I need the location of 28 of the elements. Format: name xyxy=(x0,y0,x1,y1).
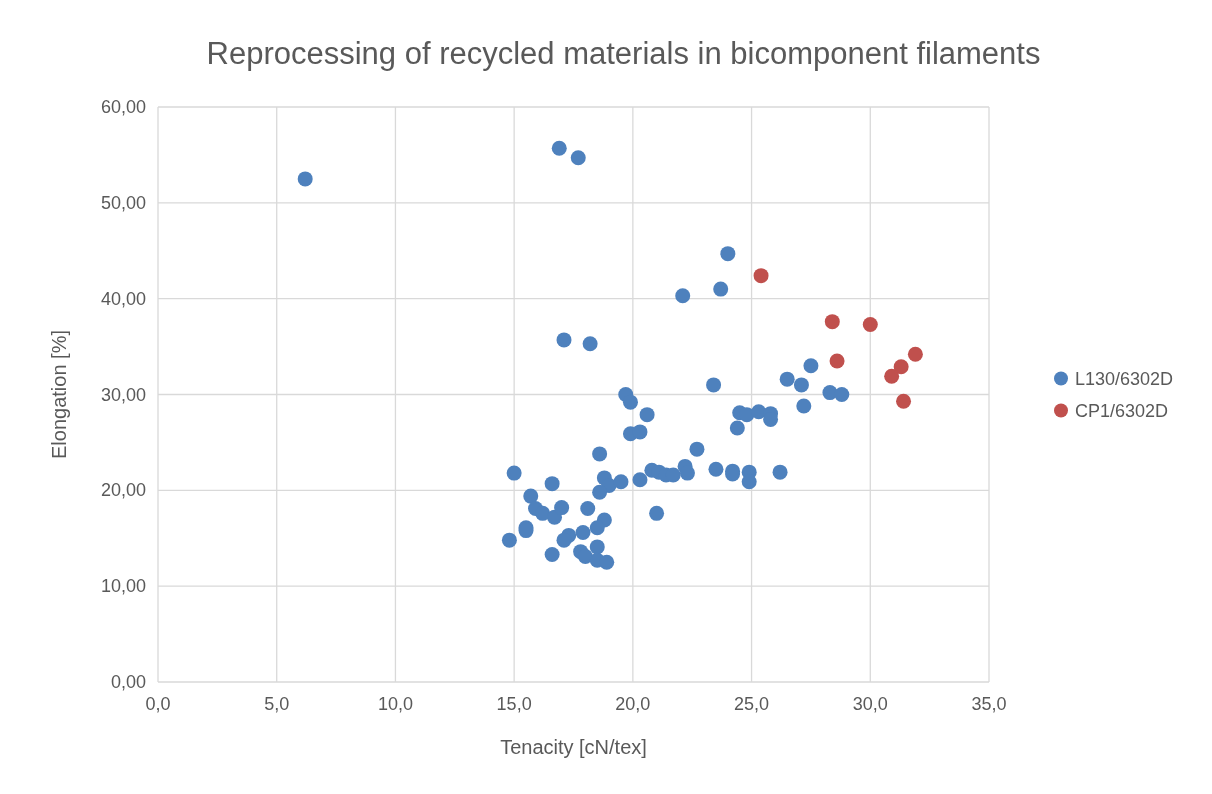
y-tick-label: 20,00 xyxy=(100,480,146,501)
x-tick-label: 35,0 xyxy=(971,694,1007,714)
x-tick-label: 15,0 xyxy=(496,694,532,714)
y-tick-label: 0,00 xyxy=(110,672,146,692)
point xyxy=(824,314,840,330)
point xyxy=(907,346,923,362)
x-tick-label: 10,0 xyxy=(377,694,413,714)
x-tick-label: 0,0 xyxy=(145,694,171,714)
y-axis-title: Elongation [%] xyxy=(48,330,70,459)
y-tick-label: 30,00 xyxy=(100,384,146,405)
x-tick-label: 25,0 xyxy=(734,694,770,714)
point xyxy=(862,317,878,333)
x-tick-label: 5,0 xyxy=(264,694,290,714)
legend-label: L130/6302D xyxy=(1075,368,1174,389)
point xyxy=(829,353,845,369)
point xyxy=(893,359,909,375)
y-tick-label: 60,00 xyxy=(100,97,146,117)
y-tick-label: 40,00 xyxy=(100,288,146,309)
x-tick-label: 20,0 xyxy=(615,694,651,714)
point xyxy=(753,268,769,284)
legend-label: CP1/6302D xyxy=(1075,400,1169,421)
y-tick-label: 50,00 xyxy=(100,192,146,213)
point xyxy=(896,393,912,409)
x-tick-label: 30,0 xyxy=(852,694,888,714)
chart-title: Reprocessing of recycled materials in bicomponent filaments xyxy=(206,36,1041,71)
y-tick-label: 10,00 xyxy=(100,576,146,597)
point xyxy=(884,368,900,384)
x-axis-title: Tenacity [cN/tex] xyxy=(500,736,647,758)
